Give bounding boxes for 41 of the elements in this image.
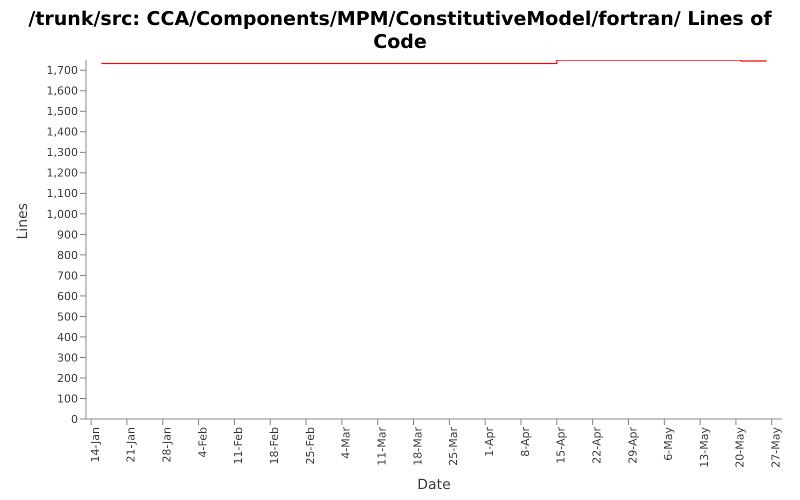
x-tick-label: 14-Jan (88, 426, 102, 463)
x-tick-label: 11-Feb (232, 426, 246, 464)
y-tick-label: 1,000 (46, 208, 78, 221)
x-tick-label: 28-Jan (160, 426, 174, 463)
x-tick-label: 8-Apr (518, 426, 532, 457)
chart-title: /trunk/src: CCA/Components/MPM/ConstitutiveModel/fortran/ Lines of Code (27, 8, 773, 54)
x-tick-label: 25-Feb (304, 426, 317, 464)
y-tick-label: 1,400 (46, 126, 78, 139)
y-tick-label: 1,100 (46, 187, 78, 200)
y-tick-label: 500 (57, 310, 78, 324)
y-tick-label: 100 (57, 392, 78, 406)
y-tick-label: 800 (57, 248, 78, 262)
y-tick-label: 1,200 (46, 166, 78, 180)
x-tick-label: 18-Feb (268, 426, 282, 464)
y-tick-label: 0 (71, 412, 78, 426)
x-axis-title: Date (417, 477, 451, 493)
x-tick-label: 25-Mar (447, 426, 460, 466)
x-tick-label: 6-May (662, 426, 676, 461)
y-tick-label: 1,700 (46, 64, 78, 78)
y-tick-label: 200 (57, 372, 78, 385)
x-tick-label: 15-Apr (554, 426, 568, 464)
x-tick-label: 20-May (734, 426, 747, 468)
x-tick-label: 11-Mar (376, 426, 389, 466)
x-tick-label: 27-May (770, 426, 783, 468)
x-tick-label: 4-Mar (340, 426, 353, 459)
y-axis-title: Lines (14, 203, 31, 240)
x-tick-label: 18-Mar (411, 426, 424, 466)
x-tick-label: 4-Feb (196, 426, 210, 458)
y-tick-label: 300 (57, 351, 78, 364)
y-tick-label: 600 (57, 290, 78, 303)
y-tick-label: 1,500 (46, 105, 78, 118)
x-tick-label: 21-Jan (124, 426, 138, 463)
y-tick-label: 1,600 (46, 84, 78, 98)
x-tick-label: 1-Apr (482, 426, 496, 457)
y-tick-label: 400 (57, 330, 78, 344)
y-tick-label: 700 (57, 269, 78, 282)
x-tick-label: 29-Apr (626, 426, 640, 464)
y-tick-label: 900 (57, 228, 78, 242)
x-tick-label: 13-May (698, 426, 711, 468)
x-tick-label: 22-Apr (590, 426, 604, 464)
y-tick-label: 1,300 (46, 146, 78, 160)
